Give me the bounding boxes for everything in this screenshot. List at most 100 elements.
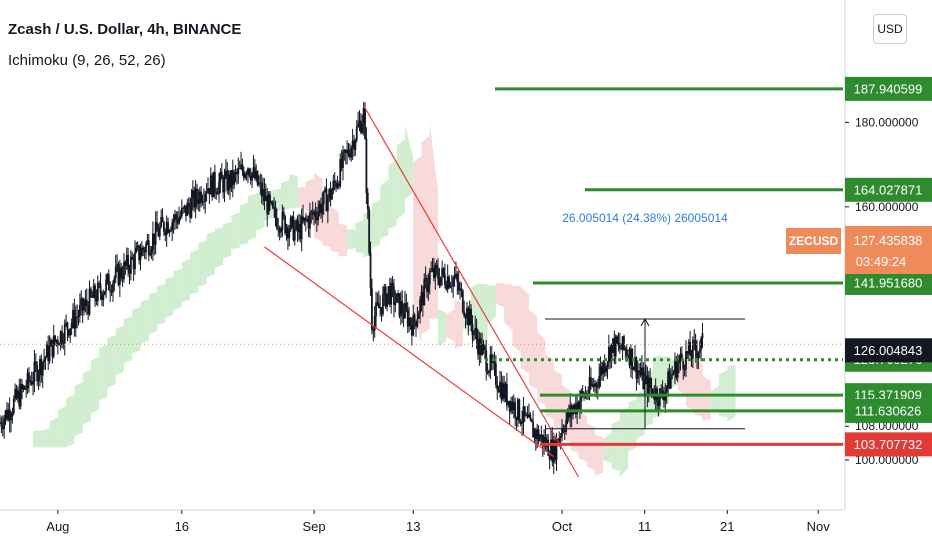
cloud-segment xyxy=(380,179,389,239)
candle-body xyxy=(22,386,25,390)
candle-body xyxy=(534,429,537,440)
candle-body xyxy=(34,361,37,366)
candle-body xyxy=(629,348,632,366)
candle-body xyxy=(474,327,477,332)
candle-body xyxy=(322,191,325,205)
candle-body xyxy=(530,419,533,422)
candle-body xyxy=(171,222,174,231)
candle-body xyxy=(151,233,154,250)
cloud-segment xyxy=(190,249,199,295)
candle-body xyxy=(661,390,664,397)
candle-body xyxy=(256,171,259,185)
cloud-segment xyxy=(90,356,100,414)
candle-body xyxy=(515,417,518,420)
candle-body xyxy=(335,183,337,188)
candle-body xyxy=(678,359,680,364)
price-tick-label: 100.000000 xyxy=(855,453,919,467)
candle-body xyxy=(183,205,186,208)
candle-body xyxy=(289,217,292,231)
candle-body xyxy=(683,369,686,371)
candle-body xyxy=(73,309,76,329)
candle-body xyxy=(565,419,568,432)
candle-body xyxy=(23,386,26,390)
candle-body xyxy=(610,343,613,362)
candle-body xyxy=(3,418,6,429)
candle-body xyxy=(260,182,263,197)
candle-body xyxy=(278,228,281,233)
candle-body xyxy=(532,421,534,438)
candlesticks xyxy=(0,101,704,475)
candle-body xyxy=(519,421,522,424)
cloud-segment xyxy=(438,309,447,347)
candle-body xyxy=(667,371,669,386)
candle-body xyxy=(646,375,649,396)
candle-body xyxy=(517,399,519,420)
candle-body xyxy=(332,180,335,192)
candle-body xyxy=(388,286,391,305)
candle-body xyxy=(561,428,563,437)
candle-body xyxy=(43,359,45,363)
candle-body xyxy=(420,291,423,300)
candle-body xyxy=(640,367,643,376)
candle-body xyxy=(178,217,180,224)
candle-body xyxy=(383,286,386,295)
key-level-tag: 111.630626 xyxy=(855,403,922,418)
key-level-tag: 103.707732 xyxy=(854,437,923,452)
candle-body xyxy=(483,346,486,351)
candle-body xyxy=(405,303,408,310)
candle-body xyxy=(636,370,639,379)
candle-body xyxy=(215,191,218,194)
candle-body xyxy=(127,255,130,270)
candle-body xyxy=(668,371,671,389)
candle-body xyxy=(91,295,94,298)
drawing-layer: 26.005014 (24.38%) 26005014 xyxy=(0,87,843,478)
candle-body xyxy=(249,175,252,181)
candle-body xyxy=(398,293,401,317)
candle-body xyxy=(430,270,433,272)
candle-body xyxy=(492,361,495,363)
candle-body xyxy=(413,314,416,322)
candle-body xyxy=(124,261,127,266)
cloud-segment xyxy=(371,199,381,248)
cloud-segment xyxy=(247,193,257,241)
candle-body xyxy=(588,377,591,394)
indicator-legend[interactable]: Ichimoku (9, 26, 52, 26) xyxy=(8,52,166,69)
candle-body xyxy=(307,219,310,229)
candle-body xyxy=(700,338,703,350)
candle-body xyxy=(245,173,248,175)
candle-body xyxy=(401,301,404,314)
candle-body xyxy=(209,175,212,195)
cloud-segment xyxy=(256,192,265,231)
candle-body xyxy=(125,255,128,266)
candle-body xyxy=(117,264,120,285)
cloud-segment xyxy=(198,240,207,287)
candle-body xyxy=(112,283,114,293)
candle-body xyxy=(687,342,690,355)
candle-body xyxy=(185,205,187,216)
candle-body xyxy=(325,188,328,212)
currency-button[interactable]: USD xyxy=(873,14,907,44)
candle-body xyxy=(343,150,346,152)
candle-body xyxy=(606,362,609,368)
candle-body xyxy=(689,342,692,356)
candle-body xyxy=(371,288,373,330)
candle-body xyxy=(227,174,230,191)
candle-body xyxy=(83,306,85,311)
last-price-bg xyxy=(845,226,932,274)
measure-arrow-head xyxy=(640,318,650,327)
candle-body xyxy=(438,279,441,286)
candle-body xyxy=(306,219,309,221)
candle-body xyxy=(431,267,434,271)
candle-body xyxy=(230,170,233,189)
candle-body xyxy=(37,374,40,382)
candle-body xyxy=(326,198,329,212)
key-level-tag: 115.371909 xyxy=(854,388,922,403)
cloud-segment xyxy=(330,206,339,253)
candle-body xyxy=(138,245,141,261)
candle-body xyxy=(169,230,172,232)
candle-body xyxy=(595,383,598,387)
candle-body xyxy=(95,298,98,302)
candle-body xyxy=(459,288,461,291)
candle-body xyxy=(70,323,73,329)
